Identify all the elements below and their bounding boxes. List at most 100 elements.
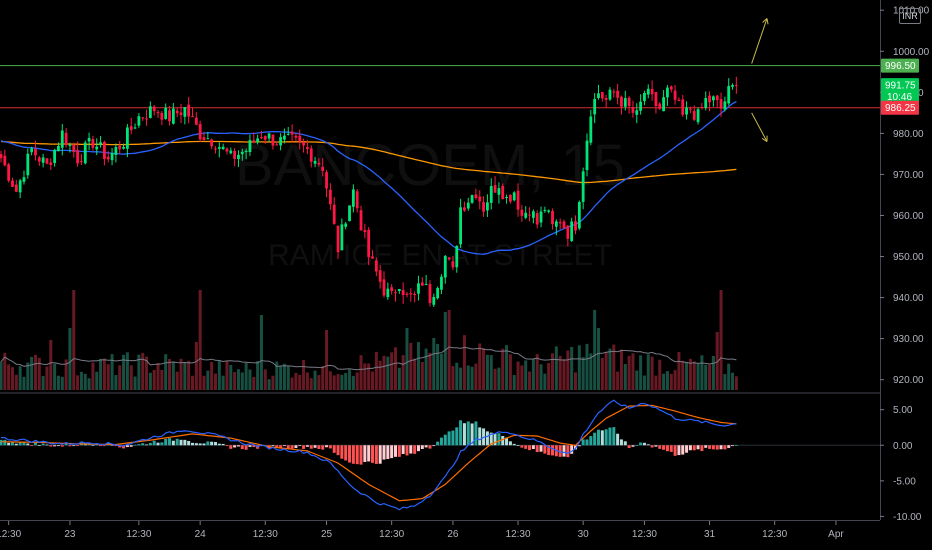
candle [179, 103, 183, 124]
candle [489, 178, 493, 210]
candle [187, 96, 191, 124]
horizontal-levels[interactable] [0, 65, 880, 109]
candle [600, 91, 604, 102]
volume-bar [160, 369, 164, 390]
trend-arrows[interactable] [751, 18, 769, 142]
candle [650, 80, 654, 101]
volume-bar [302, 359, 306, 390]
macd-histogram-bar [275, 445, 279, 449]
candle [359, 205, 363, 231]
price-tick-label: 1000.00 [893, 47, 930, 58]
volume-bar [704, 364, 708, 390]
macd-histogram-bar [478, 427, 482, 446]
volume-bar [696, 363, 700, 390]
volume-bar [95, 371, 99, 390]
macd-histogram-bar [141, 443, 145, 446]
volume-bar [3, 352, 7, 390]
macd-histogram-bar [248, 445, 252, 447]
candle [692, 105, 696, 122]
candle [129, 117, 133, 135]
volume-bar [53, 363, 57, 390]
volume-bar [49, 340, 53, 390]
candle [566, 224, 570, 247]
volume-bar [646, 354, 650, 390]
macd-histogram-bar [451, 430, 455, 446]
candle [321, 158, 325, 177]
candle [627, 96, 631, 114]
volume-bar [650, 356, 654, 390]
macd-line [1, 399, 737, 511]
volume-bar [619, 349, 623, 390]
candle [210, 138, 214, 150]
candle [585, 133, 589, 177]
candle [623, 90, 627, 111]
candle [214, 146, 217, 154]
time-tick-label: 25 [321, 529, 333, 540]
macd-histogram-bar [539, 445, 543, 452]
volume-bar [175, 371, 179, 390]
down-arrow[interactable] [751, 112, 768, 142]
candle [562, 219, 566, 230]
candle [355, 189, 359, 213]
candle [539, 206, 543, 228]
volume-bar [294, 372, 298, 390]
candle [240, 148, 244, 161]
volume-bar [731, 372, 735, 390]
volume-bar [531, 358, 535, 390]
macd-histogram-bar [535, 445, 539, 453]
candle [390, 284, 394, 295]
up-arrow[interactable] [751, 18, 769, 64]
price-tag-label: 996.50 [885, 61, 916, 72]
macd-histogram-bar [558, 445, 562, 457]
volume-bar [635, 370, 639, 390]
macd-histogram-bar [393, 445, 397, 457]
macd-histogram-bar [543, 445, 547, 454]
volume-bar [451, 366, 455, 390]
macd-histogram-bar [497, 433, 501, 446]
macd-histogram-bar [608, 427, 612, 446]
candle [164, 103, 168, 120]
candle [639, 94, 643, 115]
macd-histogram-bar [474, 421, 478, 446]
volume-bar [413, 358, 417, 390]
price-tag-label: 991.75 [885, 81, 916, 92]
candle [103, 140, 106, 166]
volume-bar [374, 351, 378, 390]
volume-bar [692, 361, 696, 390]
chart-panes [0, 0, 881, 521]
currency-button[interactable]: INR [899, 8, 921, 24]
volume-bar [129, 365, 133, 390]
volume-bar [623, 363, 627, 390]
volume-bar [612, 344, 616, 390]
macd-histogram-bar [642, 442, 646, 446]
volume-bar [432, 338, 436, 390]
volume-bar [520, 365, 524, 390]
volume-bar [271, 375, 275, 390]
time-axis[interactable]: 12:30 23 12:30 24 12:30 25 12:30 26 12:30 30 12:30… [0, 521, 844, 540]
volume-bar [608, 348, 612, 390]
macd-histogram-bar [317, 445, 321, 449]
macd-histogram-bar [49, 445, 53, 447]
macd-histogram-bar [432, 445, 436, 447]
macd-histogram-bar [244, 445, 248, 450]
volume-bar [183, 361, 187, 390]
macd-histogram-bar [459, 420, 463, 446]
candle [604, 94, 608, 108]
candle [267, 132, 271, 143]
macd-histogram-bar [405, 445, 409, 456]
macd-histogram-bar [589, 436, 593, 446]
volume-bar [305, 372, 309, 390]
macd-tick-label: -5.00 [893, 476, 916, 487]
macd-histogram-bar [416, 445, 420, 452]
candle [466, 197, 470, 211]
volume-bar [91, 362, 95, 390]
candle [593, 93, 597, 124]
volume-bar [367, 363, 371, 390]
candle [3, 149, 7, 167]
candle [64, 128, 68, 148]
volume-bar [298, 374, 302, 390]
macd-histogram-bar [715, 445, 719, 450]
volume-bar [688, 358, 692, 390]
